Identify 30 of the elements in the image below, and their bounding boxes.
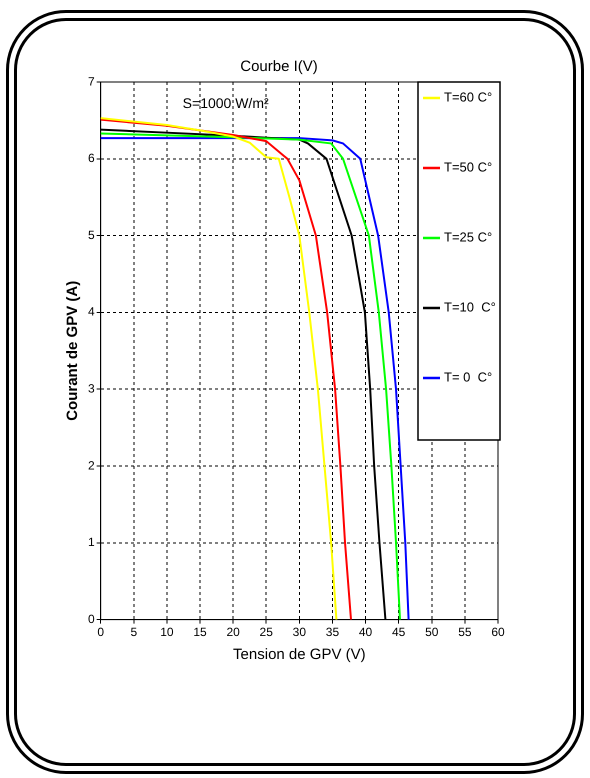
legend-label: T=50 C° [444,160,492,175]
x-axis-title: Tension de GPV (V) [233,646,366,664]
y-tick-label: 6 [88,151,95,166]
x-tick-label: 5 [130,625,138,640]
y-tick-label: 0 [88,612,95,626]
y-tick-label: 7 [88,74,95,88]
x-tick-label: 20 [226,625,240,640]
x-tick-label: 40 [358,625,373,640]
x-tick-label: 55 [458,625,472,640]
x-tick-label: 25 [260,625,274,640]
y-tick-label: 4 [88,304,95,319]
legend-label: T= 0 C° [444,370,492,385]
x-tick-label: 35 [326,625,340,640]
y-tick-label: 5 [88,228,95,242]
y-tick-label: 3 [88,382,95,396]
legend-label: T=25 C° [444,230,492,245]
annotation: S=1000 W/m² [182,94,269,111]
legend-label: T=10 C° [444,300,496,315]
x-tick-label: 0 [97,625,104,640]
x-tick-label: 50 [425,625,439,640]
y-axis-title: Courant de GPV (A) [64,280,82,421]
y-tick-label: 1 [88,535,95,550]
y-tick-label: 2 [88,458,95,472]
chart-title: Courbe I(V) [240,58,318,76]
x-tick-label: 30 [292,625,306,640]
x-tick-label: 45 [392,625,406,640]
legend-label: T=60 C° [444,90,492,105]
x-tick-label: 10 [160,625,174,640]
x-tick-label: 60 [491,625,505,640]
x-tick-label: 15 [193,625,207,640]
